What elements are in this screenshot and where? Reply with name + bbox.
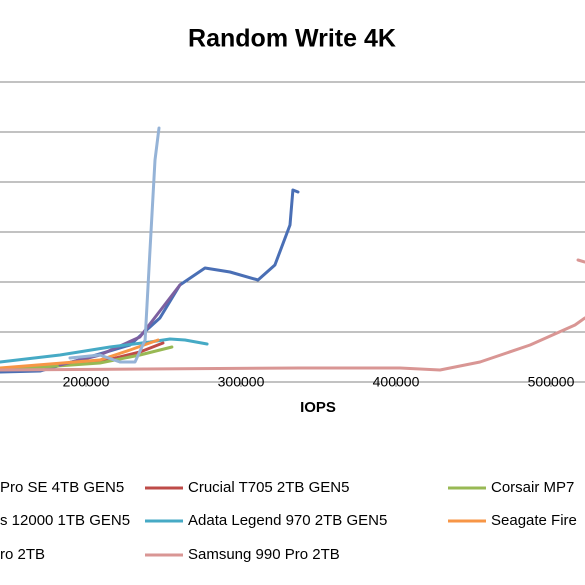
legend-label: Seagate Fire — [491, 512, 577, 529]
series-line — [68, 126, 161, 364]
legend-label: ro 2TB — [0, 546, 45, 563]
chart-title: Random Write 4K — [188, 25, 396, 53]
x-axis-label: IOPS — [300, 399, 336, 416]
series-line — [0, 258, 585, 372]
legend-label: Crucial T705 2TB GEN5 — [188, 479, 349, 496]
legend-label: Pro SE 4TB GEN5 — [0, 479, 124, 496]
x-tick-label: 400000 — [373, 374, 420, 390]
x-tick-label: 500000 — [528, 374, 575, 390]
x-tick-label: 200000 — [63, 374, 110, 390]
legend-label: Adata Legend 970 2TB GEN5 — [188, 512, 387, 529]
legend-label: Samsung 990 Pro 2TB — [188, 546, 340, 563]
x-tick-label: 300000 — [218, 374, 265, 390]
series-line — [0, 345, 174, 372]
legend-label: s 12000 1TB GEN5 — [0, 512, 130, 529]
legend-label: Corsair MP7 — [491, 479, 574, 496]
